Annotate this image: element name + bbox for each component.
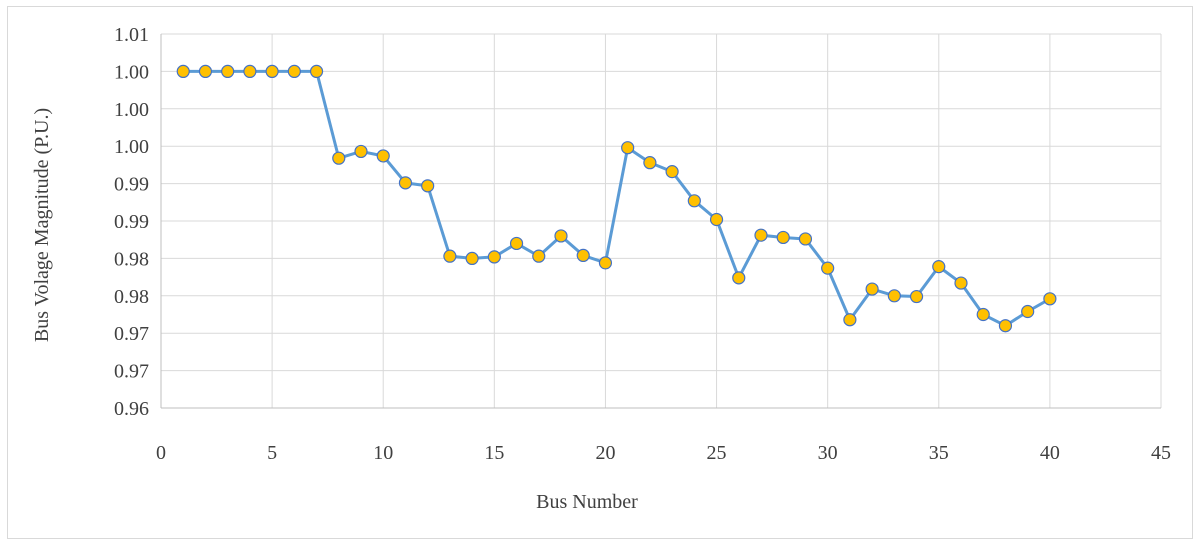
y-tick-label: 0.97 — [114, 361, 149, 383]
data-point-marker — [376, 149, 390, 163]
series-line — [183, 69, 1051, 328]
data-point-marker — [909, 289, 924, 304]
data-point-marker — [998, 319, 1013, 333]
data-markers — [176, 64, 1057, 333]
data-point-marker — [598, 256, 613, 270]
x-axis-title: Bus Number — [536, 491, 638, 513]
data-point-marker — [843, 313, 857, 327]
y-tick-label: 0.98 — [114, 248, 149, 270]
line-chart: 0.96 0.97 0.97 0.98 0.98 0.99 0.99 1.00 1.00 1.00… — [31, 24, 1171, 513]
y-tick-label: 0.96 — [114, 398, 149, 420]
data-point-marker — [732, 271, 746, 285]
x-tick-label: 15 — [484, 442, 504, 464]
data-point-marker — [798, 232, 813, 246]
data-point-marker — [1043, 292, 1057, 306]
y-tick-label: 0.99 — [114, 211, 149, 233]
y-tick-label: 1.00 — [114, 136, 149, 158]
data-point-marker — [643, 156, 657, 170]
data-point-marker — [976, 307, 990, 322]
data-point-marker — [532, 249, 546, 263]
x-tick-label: 25 — [707, 442, 727, 464]
data-point-marker — [487, 250, 501, 264]
y-axis-title: Bus Volage Magnitude (P.U.) — [31, 108, 53, 342]
data-point-marker — [443, 249, 457, 263]
data-point-marker — [198, 64, 213, 79]
data-point-marker — [621, 141, 635, 155]
data-point-marker — [509, 236, 524, 251]
x-tick-label: 35 — [929, 442, 949, 464]
y-tick-labels: 0.96 0.97 0.97 0.98 0.98 0.99 0.99 1.00 1.00 1.00… — [114, 24, 149, 420]
x-tick-label: 10 — [373, 442, 393, 464]
data-point-marker — [309, 64, 324, 79]
data-point-marker — [865, 282, 879, 296]
data-point-marker — [554, 229, 568, 243]
data-point-marker — [243, 64, 257, 79]
x-tick-label: 0 — [156, 442, 166, 464]
data-point-marker — [398, 176, 413, 190]
data-point-marker — [954, 276, 968, 290]
data-point-marker — [687, 194, 701, 208]
data-point-marker — [709, 212, 724, 227]
x-tick-label: 20 — [595, 442, 615, 464]
data-point-marker — [176, 64, 190, 79]
y-tick-label: 0.97 — [114, 323, 149, 345]
data-point-marker — [265, 64, 279, 79]
data-point-marker — [754, 228, 768, 242]
chart-area: 0.96 0.97 0.97 0.98 0.98 0.99 0.99 1.00 1.00 1.00… — [7, 6, 1193, 539]
data-point-marker — [221, 64, 235, 79]
y-tick-label: 0.98 — [114, 286, 149, 308]
data-point-marker — [821, 261, 835, 275]
data-point-marker — [776, 230, 790, 245]
x-tick-label: 5 — [267, 442, 277, 464]
data-point-marker — [1021, 304, 1035, 319]
y-tick-label: 0.99 — [114, 174, 149, 196]
x-tick-label: 40 — [1040, 442, 1060, 464]
data-point-marker — [465, 251, 479, 265]
gridlines — [160, 33, 1162, 409]
data-series — [183, 69, 1051, 328]
y-tick-label: 1.00 — [114, 99, 149, 121]
x-tick-labels: 0 5 10 15 20 25 30 35 40 45 — [156, 442, 1171, 464]
data-point-marker — [887, 289, 901, 303]
data-point-marker — [332, 151, 346, 165]
x-tick-label: 30 — [818, 442, 838, 464]
y-tick-label: 1.01 — [114, 24, 149, 46]
data-point-marker — [287, 64, 301, 79]
data-point-marker — [421, 179, 435, 193]
data-point-marker — [932, 260, 946, 274]
data-point-marker — [354, 144, 368, 159]
axes — [160, 34, 1161, 409]
y-tick-label: 1.00 — [114, 61, 149, 83]
x-tick-label: 45 — [1151, 442, 1171, 464]
data-point-marker — [576, 248, 590, 263]
data-point-marker — [665, 165, 679, 179]
